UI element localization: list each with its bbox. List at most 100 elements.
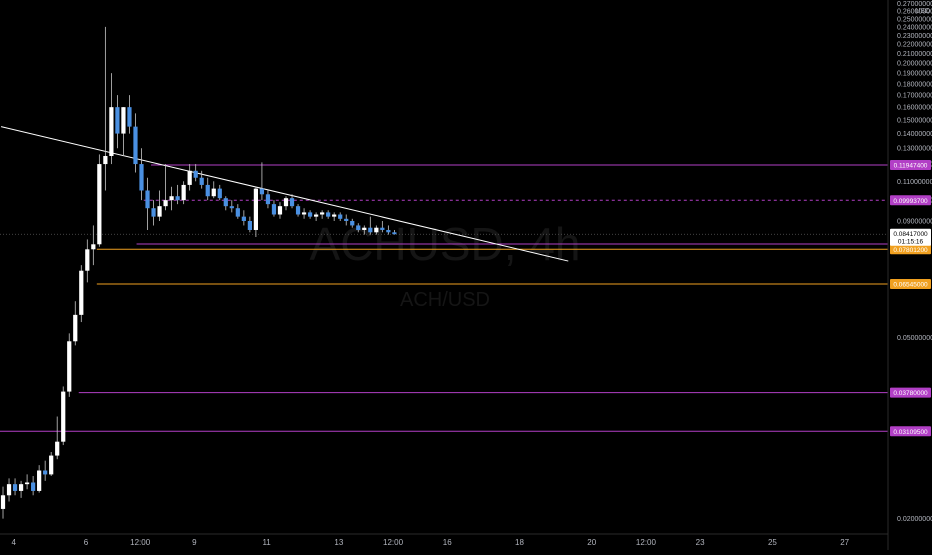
candle-59 [356, 223, 361, 233]
candle-16 [97, 154, 102, 247]
y-tick-label-7: 0.14000000 [897, 131, 932, 138]
trendline[interactable] [0, 126, 569, 262]
x-tick-label-5: 13 [334, 538, 343, 547]
candle-body-60 [362, 227, 367, 230]
trendline-layer [0, 126, 569, 262]
currency-label[interactable]: USD [915, 8, 930, 15]
y-tick-label-11: 0.18000000 [897, 81, 932, 88]
candle-33 [199, 170, 204, 189]
y-tick-label-16: 0.23000000 [897, 33, 932, 40]
candle-body-3 [18, 484, 24, 491]
candle-body-4 [24, 482, 30, 485]
y-tick-label-17: 0.24000000 [897, 24, 932, 31]
candle-18 [109, 73, 114, 165]
candle-body-43 [259, 188, 265, 195]
candle-10 [61, 386, 66, 446]
candle-40 [241, 210, 246, 226]
candle-body-53 [320, 212, 325, 215]
candle-44 [265, 190, 271, 209]
candle-body-6 [37, 470, 42, 491]
candle-body-10 [61, 391, 66, 442]
candle-6 [37, 465, 42, 493]
candle-body-52 [314, 214, 319, 217]
candle-body-9 [55, 441, 60, 456]
candle-body-14 [85, 249, 90, 271]
x-tick-label-4: 11 [262, 538, 271, 547]
candle-body-37 [223, 198, 228, 207]
candle-body-42 [253, 188, 259, 230]
candle-27 [163, 164, 168, 211]
candle-body-19 [115, 107, 120, 134]
candle-3 [18, 480, 24, 498]
candle-17 [103, 26, 108, 191]
y-tick-label-8: 0.15000000 [897, 117, 932, 124]
candle-15 [91, 225, 96, 266]
candle-body-24 [145, 190, 150, 209]
candle-body-35 [211, 188, 216, 197]
candle-64 [386, 225, 391, 235]
x-axis-ticks[interactable]: 4 6 12:00 9 11 13 12:00 16 18 20 12:00 23 25 27 [12, 538, 850, 547]
candle-body-33 [199, 177, 204, 185]
y-tick-label-13: 0.20000000 [897, 61, 932, 68]
x-tick-label-0: 4 [12, 538, 17, 547]
candle-body-56 [338, 214, 343, 219]
candles [0, 26, 397, 519]
candle-5 [31, 476, 36, 496]
candle-body-58 [350, 220, 355, 226]
candle-body-2 [12, 484, 18, 491]
candle-body-55 [332, 214, 337, 217]
candle-34 [205, 177, 210, 201]
candle-62 [374, 225, 379, 235]
candle-body-23 [139, 164, 144, 191]
candle-24 [145, 177, 150, 230]
y-tick-label-18: 0.25000000 [897, 16, 932, 23]
candle-56 [338, 212, 343, 221]
candle-52 [314, 212, 319, 221]
candle-38 [229, 200, 234, 213]
candle-20 [121, 107, 126, 156]
candle-57 [344, 214, 349, 226]
candle-37 [223, 196, 228, 211]
candle-body-28 [169, 196, 174, 201]
candle-body-38 [229, 206, 234, 209]
x-tick-label-7: 16 [443, 538, 452, 547]
candle-50 [301, 208, 307, 219]
x-tick-label-3: 9 [192, 538, 197, 547]
x-tick-label-8: 18 [515, 538, 524, 547]
current-price-box [890, 228, 931, 246]
candle-29 [175, 184, 180, 205]
candle-body-25 [151, 208, 156, 217]
level-label-3: 0.07801200 [893, 247, 928, 254]
candle-43 [259, 162, 265, 201]
level-label-box-1 [890, 195, 931, 206]
x-tick-label-13: 27 [840, 538, 849, 547]
x-tick-label-9: 20 [587, 538, 596, 547]
level-label-box-6 [890, 426, 931, 437]
candle-body-51 [307, 212, 313, 217]
candle-11 [67, 333, 72, 397]
candle-body-15 [91, 244, 96, 250]
candle-8 [49, 452, 54, 477]
candle-63 [380, 220, 385, 233]
x-tick-label-2: 12:00 [130, 538, 151, 547]
candle-25 [151, 200, 156, 226]
candle-19 [115, 95, 120, 149]
level-label-1: 0.09993700 [893, 198, 928, 205]
candle-body-21 [127, 107, 132, 127]
candle-body-44 [265, 194, 271, 205]
candle-9 [55, 416, 60, 460]
level-label-box-3 [890, 244, 931, 255]
candle-body-27 [163, 200, 168, 207]
candle-body-22 [133, 126, 138, 165]
candle-body-17 [103, 155, 108, 165]
candle-45 [271, 200, 277, 217]
y-tick-label-15: 0.22000000 [897, 42, 932, 49]
candle-60 [362, 225, 367, 235]
level-label-box-0 [890, 159, 931, 170]
candle-47 [283, 196, 289, 211]
candle-countdown: 01:15:16 [898, 239, 924, 246]
candle-36 [217, 184, 222, 201]
